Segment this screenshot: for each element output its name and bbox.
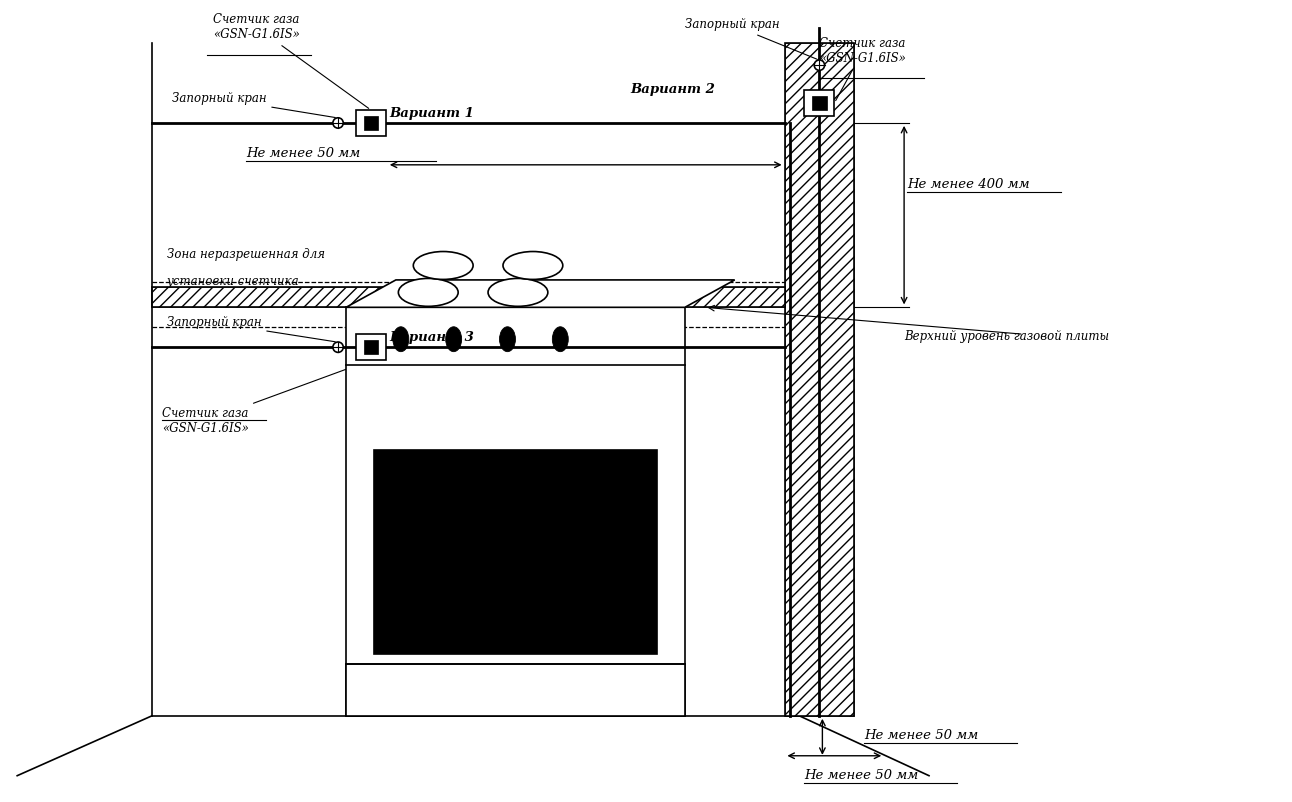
- Polygon shape: [346, 280, 735, 307]
- Circle shape: [814, 60, 824, 71]
- Ellipse shape: [488, 278, 548, 306]
- Bar: [813, 96, 827, 110]
- Bar: [151, 287, 784, 307]
- Text: Счетчик газа
«GSN-G1.6IS»: Счетчик газа «GSN-G1.6IS»: [213, 14, 368, 108]
- Bar: [357, 334, 386, 360]
- Bar: [373, 450, 656, 654]
- Text: Запорный кран: Запорный кран: [685, 18, 817, 59]
- Ellipse shape: [503, 252, 563, 279]
- Circle shape: [333, 342, 344, 352]
- Bar: [784, 43, 854, 716]
- Text: Запорный кран: Запорный кран: [167, 316, 336, 342]
- Ellipse shape: [500, 326, 516, 351]
- Bar: [805, 90, 835, 116]
- Circle shape: [333, 118, 344, 128]
- Text: Не менее 50 мм: Не менее 50 мм: [864, 729, 978, 742]
- Bar: [357, 110, 386, 136]
- Text: Зона неразрешенная для: Зона неразрешенная для: [167, 249, 324, 261]
- Text: Не менее 50 мм: Не менее 50 мм: [805, 768, 919, 782]
- Text: Верхний уровень газовой плиты: Верхний уровень газовой плиты: [904, 330, 1110, 343]
- Bar: [346, 664, 685, 716]
- Text: Счетчик газа
«GSN-G1.6IS»: Счетчик газа «GSN-G1.6IS»: [819, 37, 906, 100]
- Text: Вариант 2: Вариант 2: [630, 83, 714, 96]
- Text: Счетчик газа
«GSN-G1.6IS»: Счетчик газа «GSN-G1.6IS»: [162, 361, 368, 435]
- Ellipse shape: [552, 326, 568, 351]
- Bar: [784, 43, 854, 716]
- Bar: [346, 307, 685, 716]
- Bar: [364, 341, 379, 354]
- Ellipse shape: [446, 326, 461, 351]
- Ellipse shape: [398, 278, 459, 306]
- Ellipse shape: [393, 326, 408, 351]
- Bar: [364, 116, 379, 130]
- Bar: [151, 287, 784, 307]
- Text: Вариант 3: Вариант 3: [389, 331, 474, 344]
- Ellipse shape: [413, 252, 473, 279]
- Text: Не менее 400 мм: Не менее 400 мм: [907, 178, 1030, 191]
- Text: Не менее 50 мм: Не менее 50 мм: [247, 147, 360, 160]
- Text: Вариант 1: Вариант 1: [389, 107, 474, 120]
- Text: установки счетчика: установки счетчика: [167, 275, 300, 289]
- Text: Запорный кран: Запорный кран: [172, 92, 336, 118]
